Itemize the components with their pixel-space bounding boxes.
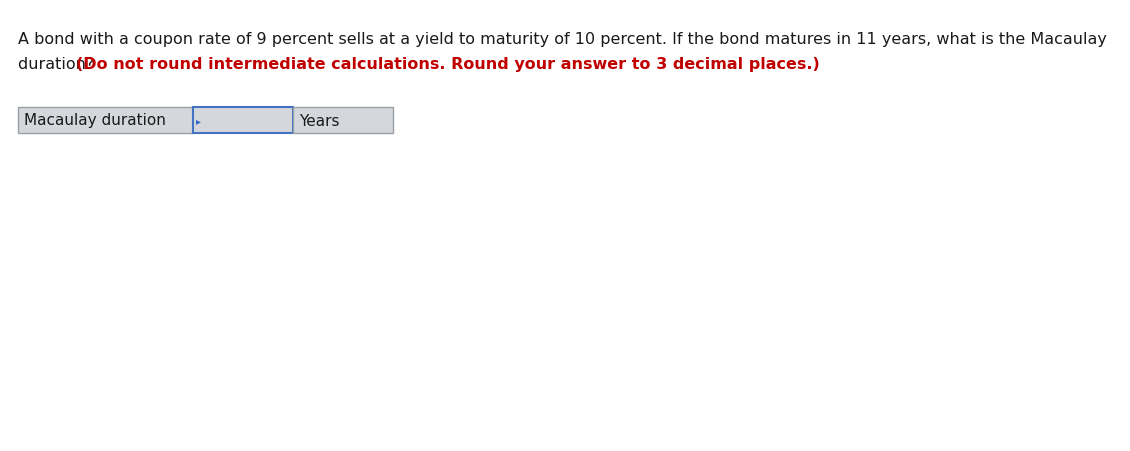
Text: duration?: duration? <box>18 57 99 72</box>
Text: ▸: ▸ <box>195 116 201 126</box>
Text: A bond with a coupon rate of 9 percent sells at a yield to maturity of 10 percen: A bond with a coupon rate of 9 percent s… <box>18 32 1107 47</box>
Text: (Do not round intermediate calculations. Round your answer to 3 decimal places.): (Do not round intermediate calculations.… <box>76 57 819 72</box>
Text: Macaulay duration: Macaulay duration <box>24 113 166 128</box>
Bar <box>18 108 193 133</box>
Text: Years: Years <box>299 113 339 128</box>
Bar <box>193 108 293 133</box>
Bar <box>293 108 393 133</box>
